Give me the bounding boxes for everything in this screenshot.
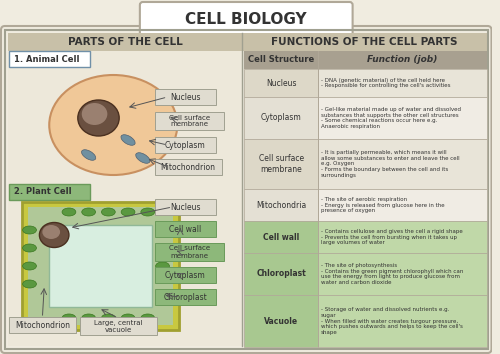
Ellipse shape bbox=[82, 314, 96, 322]
FancyBboxPatch shape bbox=[242, 33, 488, 346]
Text: Cytoplasm: Cytoplasm bbox=[261, 114, 302, 122]
Ellipse shape bbox=[62, 314, 76, 322]
FancyBboxPatch shape bbox=[154, 112, 224, 130]
FancyBboxPatch shape bbox=[244, 253, 318, 295]
Text: - The site of photosynthesis
- Contains the green pigment chlorophyll which can
: - The site of photosynthesis - Contains … bbox=[321, 263, 464, 285]
FancyBboxPatch shape bbox=[154, 159, 222, 175]
Text: Cell Structure: Cell Structure bbox=[248, 56, 314, 64]
FancyBboxPatch shape bbox=[154, 89, 216, 105]
Ellipse shape bbox=[121, 314, 135, 322]
Text: - The site of aerobic respiration
- Energy is released from glucose here in the
: - The site of aerobic respiration - Ener… bbox=[321, 197, 444, 213]
FancyBboxPatch shape bbox=[244, 295, 318, 347]
FancyBboxPatch shape bbox=[318, 97, 486, 139]
Ellipse shape bbox=[121, 135, 135, 145]
Text: Cell surface
membrane: Cell surface membrane bbox=[168, 246, 209, 258]
Ellipse shape bbox=[62, 208, 76, 216]
FancyBboxPatch shape bbox=[154, 267, 216, 283]
FancyBboxPatch shape bbox=[244, 97, 318, 139]
Text: - Storage of water and dissolved nutrients e.g.
sugar
- When filled with water c: - Storage of water and dissolved nutrien… bbox=[321, 307, 463, 335]
Ellipse shape bbox=[22, 262, 36, 270]
Text: - DNA (genetic material) of the cell held here
- Responsible for controlling the: - DNA (genetic material) of the cell hel… bbox=[321, 78, 450, 88]
Ellipse shape bbox=[40, 223, 69, 247]
Text: Vacuole: Vacuole bbox=[264, 316, 298, 325]
Text: Cytoplasm: Cytoplasm bbox=[165, 141, 205, 149]
Text: PARTS OF THE CELL: PARTS OF THE CELL bbox=[68, 37, 182, 47]
Ellipse shape bbox=[156, 244, 170, 252]
Text: Cytoplasm: Cytoplasm bbox=[165, 270, 205, 280]
FancyBboxPatch shape bbox=[242, 33, 488, 51]
FancyBboxPatch shape bbox=[154, 243, 224, 261]
FancyBboxPatch shape bbox=[8, 33, 242, 51]
FancyBboxPatch shape bbox=[80, 317, 156, 335]
Text: - It is partially permeable, which means it will
allow some substances to enter : - It is partially permeable, which means… bbox=[321, 150, 460, 178]
Text: Cell wall: Cell wall bbox=[263, 233, 300, 241]
Ellipse shape bbox=[22, 280, 36, 288]
Text: Nucleus: Nucleus bbox=[170, 92, 200, 102]
FancyBboxPatch shape bbox=[49, 225, 152, 307]
FancyBboxPatch shape bbox=[244, 189, 318, 221]
FancyBboxPatch shape bbox=[244, 51, 486, 69]
Text: Nucleus: Nucleus bbox=[170, 202, 200, 211]
FancyBboxPatch shape bbox=[244, 139, 318, 189]
Ellipse shape bbox=[22, 226, 36, 234]
Ellipse shape bbox=[22, 244, 36, 252]
FancyBboxPatch shape bbox=[9, 51, 90, 67]
FancyBboxPatch shape bbox=[1, 26, 492, 353]
Ellipse shape bbox=[82, 103, 108, 125]
Text: 1. Animal Cell: 1. Animal Cell bbox=[14, 55, 80, 63]
FancyBboxPatch shape bbox=[154, 289, 216, 305]
FancyBboxPatch shape bbox=[140, 2, 352, 36]
Ellipse shape bbox=[156, 262, 170, 270]
FancyBboxPatch shape bbox=[28, 207, 174, 325]
Ellipse shape bbox=[49, 75, 178, 175]
FancyBboxPatch shape bbox=[22, 202, 180, 330]
Ellipse shape bbox=[78, 100, 119, 136]
Ellipse shape bbox=[141, 314, 154, 322]
Text: Function (job): Function (job) bbox=[367, 56, 438, 64]
Ellipse shape bbox=[102, 314, 115, 322]
Ellipse shape bbox=[136, 153, 150, 163]
FancyBboxPatch shape bbox=[8, 33, 242, 346]
Text: - Contains cellulose and gives the cell a rigid shape
- Prevents the cell from b: - Contains cellulose and gives the cell … bbox=[321, 229, 463, 245]
Ellipse shape bbox=[42, 225, 60, 239]
Text: Cell surface
membrane: Cell surface membrane bbox=[168, 114, 209, 127]
FancyBboxPatch shape bbox=[318, 295, 486, 347]
FancyBboxPatch shape bbox=[318, 253, 486, 295]
FancyBboxPatch shape bbox=[318, 221, 486, 253]
FancyBboxPatch shape bbox=[154, 137, 216, 153]
Ellipse shape bbox=[82, 208, 96, 216]
FancyBboxPatch shape bbox=[318, 189, 486, 221]
Ellipse shape bbox=[141, 208, 154, 216]
Text: Large, central
vacuole: Large, central vacuole bbox=[94, 320, 142, 332]
Text: Mitochondria: Mitochondria bbox=[256, 200, 306, 210]
Text: Cell surface
membrane: Cell surface membrane bbox=[258, 154, 304, 174]
Ellipse shape bbox=[121, 208, 135, 216]
Text: - Gel-like material made up of water and dissolved
substances that supports the : - Gel-like material made up of water and… bbox=[321, 107, 461, 129]
FancyBboxPatch shape bbox=[244, 221, 318, 253]
Ellipse shape bbox=[156, 226, 170, 234]
FancyBboxPatch shape bbox=[9, 317, 76, 333]
Text: Nucleus: Nucleus bbox=[266, 79, 296, 87]
Text: CELL BIOLOGY: CELL BIOLOGY bbox=[186, 12, 307, 28]
Text: Mitochondrion: Mitochondrion bbox=[160, 162, 216, 171]
FancyBboxPatch shape bbox=[154, 199, 216, 215]
Ellipse shape bbox=[102, 208, 115, 216]
FancyBboxPatch shape bbox=[9, 184, 90, 200]
Text: Chloroplast: Chloroplast bbox=[256, 269, 306, 279]
FancyBboxPatch shape bbox=[318, 69, 486, 97]
Text: Mitochondrion: Mitochondrion bbox=[15, 320, 70, 330]
FancyBboxPatch shape bbox=[154, 221, 216, 237]
FancyBboxPatch shape bbox=[318, 139, 486, 189]
Text: Cell wall: Cell wall bbox=[169, 224, 202, 234]
Ellipse shape bbox=[82, 150, 96, 160]
Text: 2. Plant Cell: 2. Plant Cell bbox=[14, 188, 72, 196]
Text: FUNCTIONS OF THE CELL PARTS: FUNCTIONS OF THE CELL PARTS bbox=[271, 37, 458, 47]
FancyBboxPatch shape bbox=[244, 69, 318, 97]
Text: Chloroplast: Chloroplast bbox=[164, 292, 207, 302]
